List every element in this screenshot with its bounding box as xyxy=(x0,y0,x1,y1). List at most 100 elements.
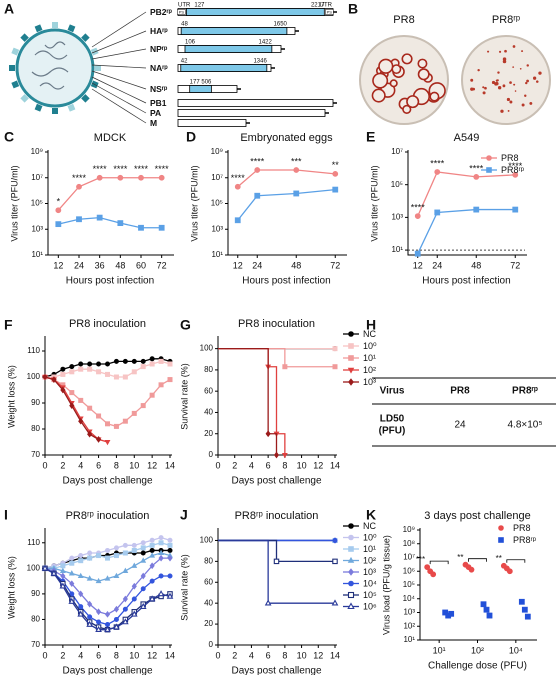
marker xyxy=(69,555,75,561)
y-tick-label: 0 xyxy=(209,640,214,649)
segment-name: NSʳᵖ xyxy=(150,84,168,94)
marker xyxy=(105,547,111,553)
marker xyxy=(138,174,144,181)
y-tick-label: 10⁵ xyxy=(403,580,415,589)
x-tick-label: 24 xyxy=(432,260,442,270)
y-tick-label: 10⁴ xyxy=(403,594,416,603)
y-tick-label: 100 xyxy=(200,344,214,353)
marker xyxy=(122,358,128,364)
table-header: PR8 xyxy=(450,386,470,397)
position-label: 42 xyxy=(181,59,188,65)
x-tick-label: 72 xyxy=(330,260,340,270)
y-tick-label: 60 xyxy=(204,386,213,395)
y-axis-label: Virus titer (PFU/ml) xyxy=(369,165,379,241)
marker xyxy=(434,209,441,216)
marker xyxy=(78,417,84,425)
marker xyxy=(166,592,174,599)
y-tick-label: 60 xyxy=(204,577,213,586)
x-axis-label: Days post challenge xyxy=(62,666,152,675)
segment-name: HAʳᵖ xyxy=(150,26,168,36)
y-axis-label: Virus load (PFU/g tissue) xyxy=(381,535,391,635)
marker xyxy=(95,625,102,632)
plaque xyxy=(521,103,525,107)
marker xyxy=(60,386,66,394)
marker xyxy=(96,214,103,221)
marker xyxy=(117,174,124,181)
marker xyxy=(122,374,128,380)
marker xyxy=(348,378,354,386)
marker xyxy=(348,331,354,337)
marker xyxy=(347,602,355,610)
marker xyxy=(506,568,513,575)
y-axis-label: Virus titer (PFU/ml) xyxy=(9,165,19,241)
legend-label: 10⁰ xyxy=(363,532,377,542)
position-label: 1422 xyxy=(258,40,272,46)
marker xyxy=(96,619,102,625)
plate-label: PR8ʳᵖ xyxy=(492,14,520,26)
significance: ** xyxy=(332,160,340,170)
marker xyxy=(486,167,492,173)
x-tick-label: 12 xyxy=(313,460,323,470)
segment-name: NPʳᵖ xyxy=(150,44,168,54)
ps-box xyxy=(177,9,186,15)
marker xyxy=(60,366,66,372)
x-tick-label: 0 xyxy=(215,650,220,660)
chart-title: PR8ʳᵖ inoculation xyxy=(235,510,319,522)
x-tick-label: 8 xyxy=(114,650,119,660)
coding-region xyxy=(180,27,288,35)
y-tick-label: 110 xyxy=(27,346,40,355)
panel-label: H xyxy=(366,317,376,333)
marker xyxy=(69,364,75,370)
y-tick-label: 10¹ xyxy=(31,250,43,259)
panel-label: D xyxy=(186,129,196,145)
connector xyxy=(91,76,147,104)
plaque xyxy=(538,71,542,75)
marker xyxy=(77,572,84,579)
marker xyxy=(512,206,519,213)
segment-name: PB1 xyxy=(150,98,167,108)
plaque xyxy=(495,79,499,82)
x-tick-label: 2 xyxy=(60,460,65,470)
plaque xyxy=(417,58,428,69)
marker xyxy=(480,601,487,608)
marker xyxy=(41,564,49,571)
marker xyxy=(96,553,102,559)
marker xyxy=(77,610,85,617)
significance: **** xyxy=(430,158,445,168)
x-tick-label: 60 xyxy=(136,260,146,270)
chart-title: MDCK xyxy=(94,132,127,144)
marker xyxy=(131,358,137,364)
chart-title: PR8 inoculation xyxy=(238,318,315,330)
marker xyxy=(348,580,354,587)
marker xyxy=(424,564,431,571)
y-axis-label: Survival rate (%) xyxy=(179,554,189,621)
plaque xyxy=(526,64,529,67)
y-tick-label: 110 xyxy=(27,538,40,547)
x-tick-label: 4 xyxy=(78,460,83,470)
marker xyxy=(86,575,93,581)
position-label: 177 xyxy=(190,80,201,86)
marker xyxy=(167,573,173,579)
marker xyxy=(158,224,165,231)
x-tick-label: 14 xyxy=(165,650,175,660)
significance-bracket xyxy=(429,560,449,565)
marker xyxy=(167,361,173,367)
marker xyxy=(332,364,338,370)
marker xyxy=(149,392,155,398)
plaque xyxy=(524,94,527,97)
plaque xyxy=(521,50,524,53)
x-tick-label: 12 xyxy=(313,650,323,660)
y-tick-label: 90 xyxy=(31,398,40,407)
marker xyxy=(468,566,475,573)
marker xyxy=(122,595,128,603)
legend-label: NC xyxy=(363,521,376,531)
marker xyxy=(122,618,129,625)
x-tick-label: 10² xyxy=(471,645,484,655)
marker xyxy=(158,535,164,541)
y-tick-label: 20 xyxy=(204,429,213,438)
significance: **** xyxy=(508,161,523,171)
y-tick-label: 10⁷ xyxy=(391,147,403,156)
marker xyxy=(69,390,75,396)
x-tick-label: 10 xyxy=(129,460,139,470)
marker xyxy=(55,207,62,214)
